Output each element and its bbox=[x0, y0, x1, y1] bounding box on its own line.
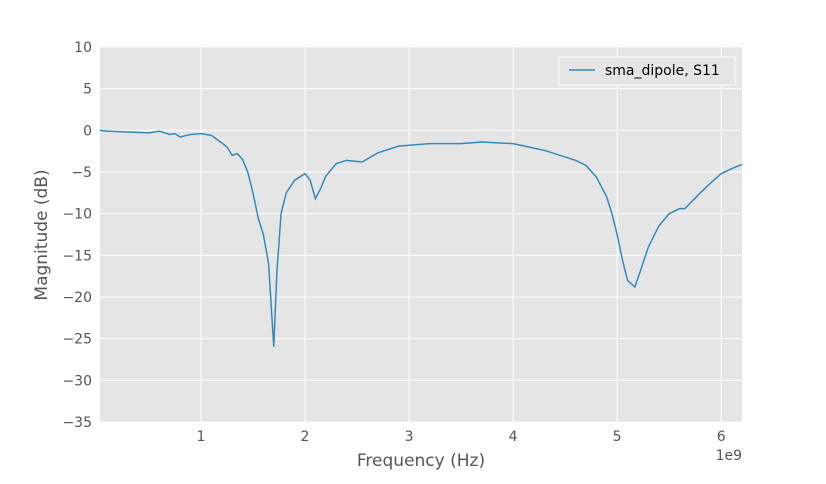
plot-area bbox=[100, 47, 742, 422]
series-line bbox=[99, 129, 743, 348]
y-tick-label: −5 bbox=[71, 165, 92, 181]
y-tick-label: −20 bbox=[62, 290, 92, 306]
x-tick-label: 6 bbox=[717, 429, 726, 445]
x-axis-label: Frequency (Hz) bbox=[357, 451, 485, 471]
y-tick-label: −30 bbox=[62, 373, 92, 389]
y-tick-label: 10 bbox=[74, 40, 92, 56]
y-tick-label: 0 bbox=[83, 123, 92, 139]
x-tick-label: 5 bbox=[613, 429, 622, 445]
x-tick-label: 4 bbox=[509, 429, 518, 445]
legend-box bbox=[558, 56, 736, 86]
x-tick-label: 1 bbox=[196, 429, 205, 445]
x-tick-label: 2 bbox=[301, 429, 310, 445]
y-tick-label: −35 bbox=[62, 415, 92, 431]
legend-label: sma_dipole, S11 bbox=[605, 63, 720, 79]
x-tick-label: 3 bbox=[405, 429, 414, 445]
y-axis-label: Magnitude (dB) bbox=[32, 169, 52, 300]
y-tick-label: −10 bbox=[62, 207, 92, 223]
y-tick-label: 5 bbox=[83, 82, 92, 98]
y-tick-label: −15 bbox=[62, 248, 92, 264]
y-tick-label: −25 bbox=[62, 332, 92, 348]
x-offset-label: 1e9 bbox=[716, 448, 742, 464]
